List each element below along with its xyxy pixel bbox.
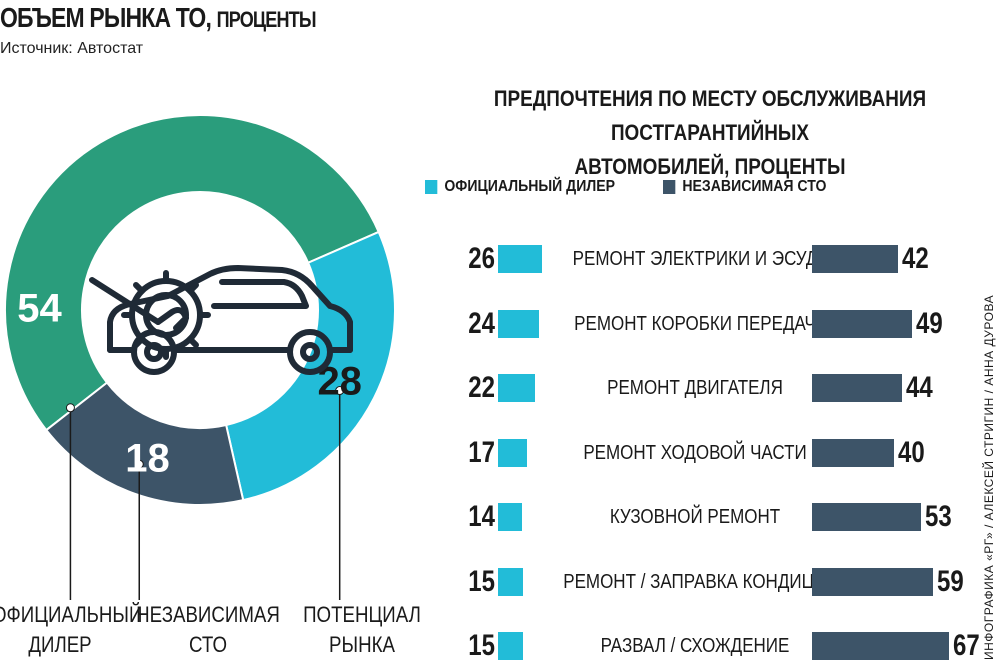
legend-swatch-independent (662, 180, 676, 194)
donut-leader-dot (134, 459, 144, 469)
bar-value-independent: 53 (924, 500, 952, 533)
legend-label-dealer: ОФИЦИАЛЬНЫЙ ДИЛЕР (444, 178, 615, 195)
donut-bottom-label-line: НЕЗАВИСИМАЯ (136, 602, 280, 627)
bar-row: 14 КУЗОВНОЙ РЕМОНТ 53 (440, 498, 952, 538)
bar-category-label: КУЗОВНОЙ РЕМОНТ (609, 506, 781, 528)
title-main: ОБЪЕМ РЫНКА ТО, (0, 2, 212, 33)
donut-slice-dealer (4, 114, 381, 432)
bar-value-dealer: 15 (468, 629, 495, 662)
bar-independent (812, 374, 903, 402)
bar-chart-title: ПРЕДПОЧТЕНИЯ ПО МЕСТУ ОБСЛУЖИВАНИЯ ПОСТГ… (469, 82, 951, 184)
bar-row: 24 РЕМОНТ КОРОБКИ ПЕРЕДАЧ 49 (440, 305, 950, 345)
legend-label-independent: НЕЗАВИСИМАЯ СТО (682, 178, 827, 195)
donut-leader-dot (335, 386, 345, 396)
bar-value-independent: 42 (902, 242, 929, 275)
donut-bottom-label-potential: ПОТЕНЦИАЛ РЫНКА (298, 600, 426, 660)
bar-dealer (498, 309, 539, 338)
bar-independent (812, 309, 913, 338)
car-with-gear-and-wrench-icon (89, 265, 353, 375)
bar-dealer (498, 374, 536, 402)
bar-category-label: РЕМОНТ / ЗАПРАВКА КОНДИЦИОНЕРА (563, 570, 885, 593)
donut-leader-dot (65, 403, 75, 413)
bar-value-dealer: 15 (468, 564, 495, 598)
bar-row: 22 РЕМОНТ ДВИГАТЕЛЯ 44 (440, 369, 950, 409)
bar-chart-title-line: АВТОМОБИЛЕЙ, ПРОЦЕНТЫ (574, 154, 846, 179)
donut-bottom-label-dealer: ОФИЦИАЛЬНЫЙ ДИЛЕР (0, 600, 143, 660)
source-note: Источник: Автостат (0, 40, 144, 57)
bar-value-dealer: 26 (468, 242, 495, 275)
legend-swatch-dealer (425, 180, 438, 194)
bar-value-independent: 59 (936, 564, 964, 598)
bar-independent (812, 438, 894, 467)
bar-independent (812, 632, 950, 660)
donut-slice-independent (224, 230, 396, 502)
bar-independent (812, 503, 921, 531)
donut-bottom-label-line: РЫНКА (329, 632, 395, 657)
bar-category-label: РАЗВАЛ / СХОЖДЕНИЕ (600, 635, 790, 657)
legend-item-independent: НЕЗАВИСИМАЯ СТО (662, 178, 827, 196)
bar-row: 17 РЕМОНТ ХОДОВОЙ ЧАСТИ 40 (440, 434, 950, 474)
bar-category-label: РЕМОНТ ДВИГАТЕЛЯ (607, 377, 783, 399)
bar-category-label: РЕМОНТ ХОДОВОЙ ЧАСТИ (583, 441, 807, 464)
donut-bottom-label-line: СТО (188, 632, 228, 657)
bar-row: 15 РЕМОНТ / ЗАПРАВКА КОНДИЦИОНЕРА 59 (440, 563, 963, 603)
bar-dealer (498, 632, 524, 660)
bar-value-dealer: 22 (468, 371, 495, 404)
bar-category-label: РЕМОНТ КОРОБКИ ПЕРЕДАЧ (574, 312, 816, 335)
credit-line: ИНФОГРАФИКА «РГ» / АЛЕКСЕЙ СТРИГИН / АНН… (982, 294, 996, 660)
bar-dealer (498, 245, 543, 273)
bar-independent (812, 245, 899, 273)
donut-bottom-label-independent: НЕЗАВИСИМАЯ СТО (132, 600, 285, 660)
donut-value-dealer: 54 (17, 287, 62, 331)
bar-row: 26 РЕМОНТ ЭЛЕКТРИКИ И ЭСУД 42 (440, 240, 950, 280)
title-unit: ПРОЦЕНТЫ (216, 7, 317, 32)
donut-bottom-label-line: ПОТЕНЦИАЛ (303, 602, 421, 627)
donut-slice-potential (44, 381, 245, 506)
bar-value-dealer: 14 (468, 500, 495, 533)
bar-dealer (498, 567, 524, 596)
bar-chart-title-line: ПРЕДПОЧТЕНИЯ ПО МЕСТУ ОБСЛУЖИВАНИЯ ПОСТГ… (493, 86, 927, 145)
bar-value-dealer: 17 (468, 435, 495, 469)
bar-value-independent: 49 (916, 306, 944, 340)
donut-bottom-label-line: ДИЛЕР (28, 632, 92, 657)
bar-legend: ОФИЦИАЛЬНЫЙ ДИЛЕР НЕЗАВИСИМАЯ СТО (425, 178, 849, 196)
bar-value-independent: 67 (953, 629, 981, 662)
bar-value-independent: 40 (898, 435, 925, 469)
page-title: ОБЪЕМ РЫНКА ТО, ПРОЦЕНТЫ (0, 2, 317, 34)
donut-bottom-label-line: ОФИЦИАЛЬНЫЙ (0, 602, 143, 627)
bar-value-dealer: 24 (468, 306, 495, 340)
donut-value-potential: 18 (125, 436, 170, 480)
bar-dealer (498, 503, 522, 531)
bar-category-label: РЕМОНТ ЭЛЕКТРИКИ И ЭСУД (572, 248, 818, 270)
bar-value-independent: 44 (906, 371, 933, 404)
bar-row: 15 РАЗВАЛ / СХОЖДЕНИЕ 67 (440, 627, 980, 667)
bar-independent (812, 567, 933, 596)
bar-dealer (498, 438, 527, 467)
legend-item-dealer: ОФИЦИАЛЬНЫЙ ДИЛЕР (425, 178, 615, 196)
